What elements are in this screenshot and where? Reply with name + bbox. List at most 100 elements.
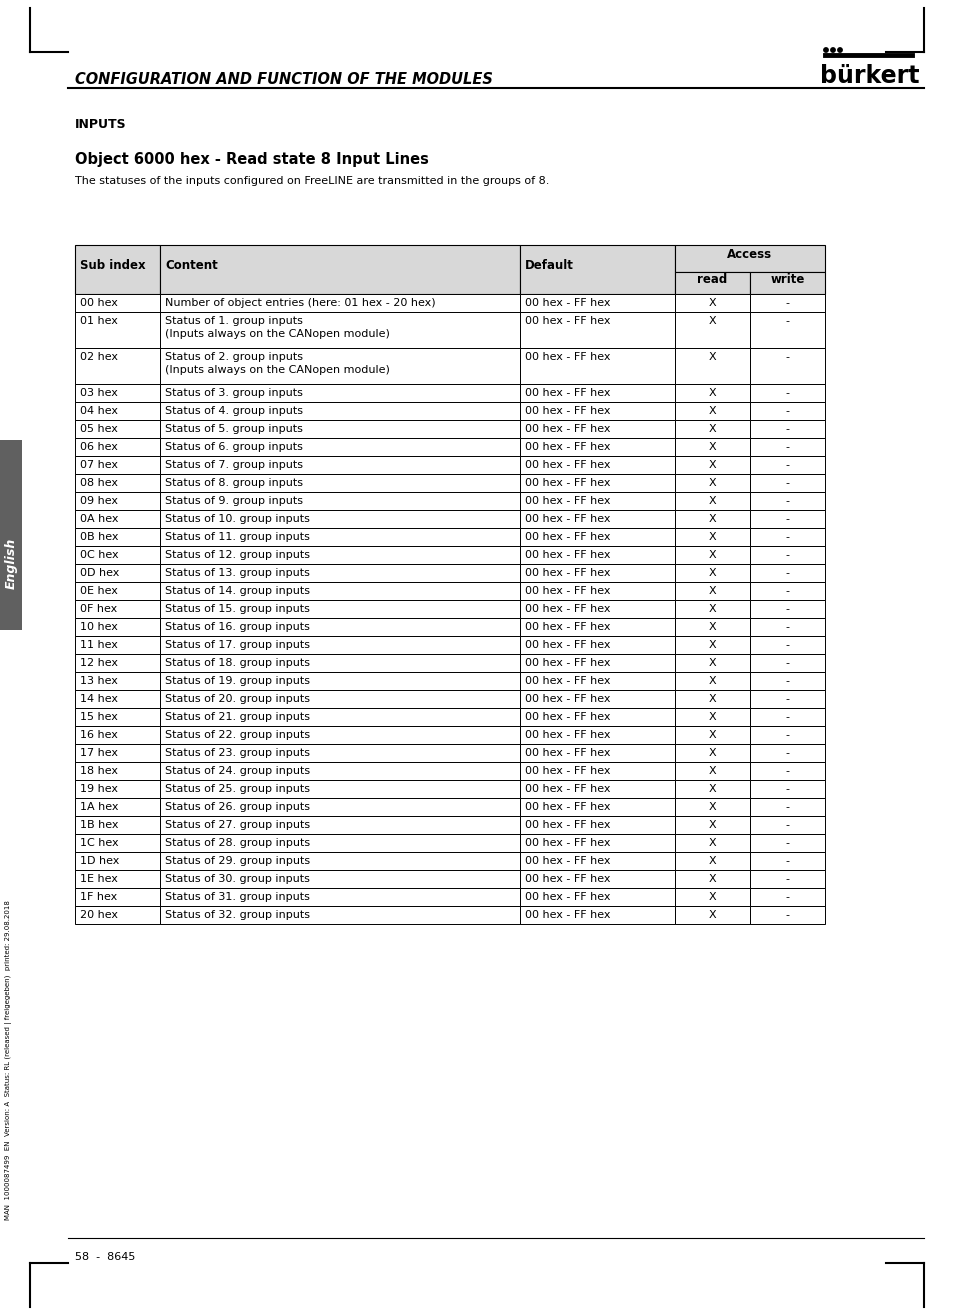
Bar: [675, 456, 749, 473]
Bar: [675, 564, 749, 583]
Bar: [75, 690, 160, 707]
Bar: [519, 564, 675, 583]
Bar: [749, 817, 824, 834]
Text: Default: Default: [524, 259, 574, 272]
Bar: [75, 618, 160, 636]
Text: Status of 31. group inputs: Status of 31. group inputs: [165, 892, 310, 902]
Bar: [75, 529, 160, 546]
Text: 10 hex: 10 hex: [80, 622, 118, 633]
Bar: [75, 672, 160, 690]
Text: X: X: [708, 586, 716, 596]
Text: 06 hex: 06 hex: [80, 442, 118, 452]
Text: -: -: [784, 821, 789, 830]
Bar: [749, 348, 824, 384]
Bar: [160, 690, 519, 707]
Text: 00 hex - FF hex: 00 hex - FF hex: [524, 568, 610, 579]
Text: 00 hex - FF hex: 00 hex - FF hex: [524, 784, 610, 794]
Text: Status of 15. group inputs: Status of 15. group inputs: [165, 604, 310, 614]
Text: -: -: [784, 550, 789, 560]
Text: 13 hex: 13 hex: [80, 676, 118, 686]
Bar: [75, 473, 160, 492]
Bar: [75, 707, 160, 726]
Text: Status of 8. group inputs: Status of 8. group inputs: [165, 477, 303, 488]
Text: 00 hex - FF hex: 00 hex - FF hex: [524, 477, 610, 488]
Text: 00 hex - FF hex: 00 hex - FF hex: [524, 640, 610, 650]
Bar: [749, 834, 824, 852]
Bar: [75, 384, 160, 402]
Bar: [519, 492, 675, 510]
Bar: [160, 456, 519, 473]
Text: 19 hex: 19 hex: [80, 784, 118, 794]
Bar: [160, 402, 519, 419]
Text: -: -: [784, 352, 789, 362]
Bar: [749, 636, 824, 654]
Text: -: -: [784, 874, 789, 884]
Bar: [75, 419, 160, 438]
Bar: [749, 707, 824, 726]
Bar: [675, 888, 749, 906]
Text: X: X: [708, 514, 716, 523]
Bar: [160, 510, 519, 529]
Bar: [519, 690, 675, 707]
Bar: [160, 312, 519, 348]
Bar: [75, 761, 160, 780]
Text: 1F hex: 1F hex: [80, 892, 117, 902]
Text: read: read: [697, 272, 727, 285]
Text: Status of 7. group inputs: Status of 7. group inputs: [165, 460, 303, 469]
Bar: [675, 348, 749, 384]
Text: 1B hex: 1B hex: [80, 821, 118, 830]
Text: X: X: [708, 388, 716, 398]
Text: Status of 23. group inputs: Status of 23. group inputs: [165, 748, 310, 757]
Bar: [160, 529, 519, 546]
Text: Status of 17. group inputs: Status of 17. group inputs: [165, 640, 310, 650]
Text: -: -: [784, 711, 789, 722]
Text: -: -: [784, 442, 789, 452]
Bar: [749, 402, 824, 419]
Text: 00 hex - FF hex: 00 hex - FF hex: [524, 838, 610, 848]
Text: Status of 3. group inputs: Status of 3. group inputs: [165, 388, 302, 398]
Bar: [749, 456, 824, 473]
Bar: [519, 529, 675, 546]
Bar: [519, 510, 675, 529]
Text: X: X: [708, 676, 716, 686]
Text: -: -: [784, 748, 789, 757]
Text: X: X: [708, 802, 716, 811]
Text: Status of 32. group inputs: Status of 32. group inputs: [165, 910, 310, 920]
Text: -: -: [784, 802, 789, 811]
Bar: [519, 852, 675, 871]
Bar: [160, 798, 519, 817]
Text: 18 hex: 18 hex: [80, 767, 118, 776]
Bar: [75, 600, 160, 618]
Bar: [749, 600, 824, 618]
Bar: [749, 888, 824, 906]
Text: X: X: [708, 658, 716, 668]
Text: 00 hex - FF hex: 00 hex - FF hex: [524, 622, 610, 633]
Bar: [160, 871, 519, 888]
Bar: [675, 817, 749, 834]
Bar: [160, 618, 519, 636]
Bar: [75, 348, 160, 384]
Text: -: -: [784, 316, 789, 326]
Text: 00 hex - FF hex: 00 hex - FF hex: [524, 550, 610, 560]
Bar: [519, 295, 675, 312]
Bar: [160, 888, 519, 906]
Text: Status of 9. group inputs: Status of 9. group inputs: [165, 496, 303, 506]
Circle shape: [823, 47, 827, 53]
Text: 00 hex - FF hex: 00 hex - FF hex: [524, 694, 610, 704]
Text: Number of object entries (here: 01 hex - 20 hex): Number of object entries (here: 01 hex -…: [165, 299, 436, 308]
Bar: [519, 780, 675, 798]
Text: 00 hex - FF hex: 00 hex - FF hex: [524, 460, 610, 469]
Text: 00 hex: 00 hex: [80, 299, 118, 308]
Bar: [519, 744, 675, 761]
Text: -: -: [784, 676, 789, 686]
Text: X: X: [708, 821, 716, 830]
Text: 1C hex: 1C hex: [80, 838, 118, 848]
Text: write: write: [769, 272, 803, 285]
Bar: [749, 546, 824, 564]
Text: X: X: [708, 856, 716, 867]
Text: 08 hex: 08 hex: [80, 477, 118, 488]
Bar: [749, 654, 824, 672]
Text: bürkert: bürkert: [820, 64, 919, 88]
Bar: [749, 438, 824, 456]
Bar: [675, 492, 749, 510]
